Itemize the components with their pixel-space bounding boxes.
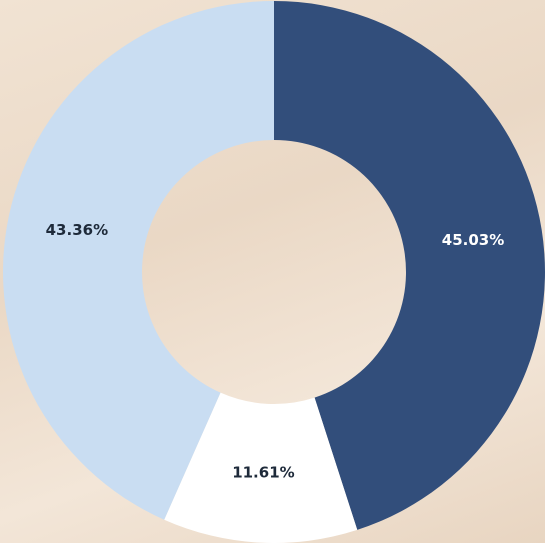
- data-label: 11.61%: [232, 464, 294, 482]
- data-label: 45.03%: [442, 231, 504, 249]
- donut-segment: [3, 0, 275, 520]
- donut-segment: [164, 392, 358, 543]
- data-label: 43.36%: [46, 221, 108, 239]
- donut-segment: [274, 1, 545, 530]
